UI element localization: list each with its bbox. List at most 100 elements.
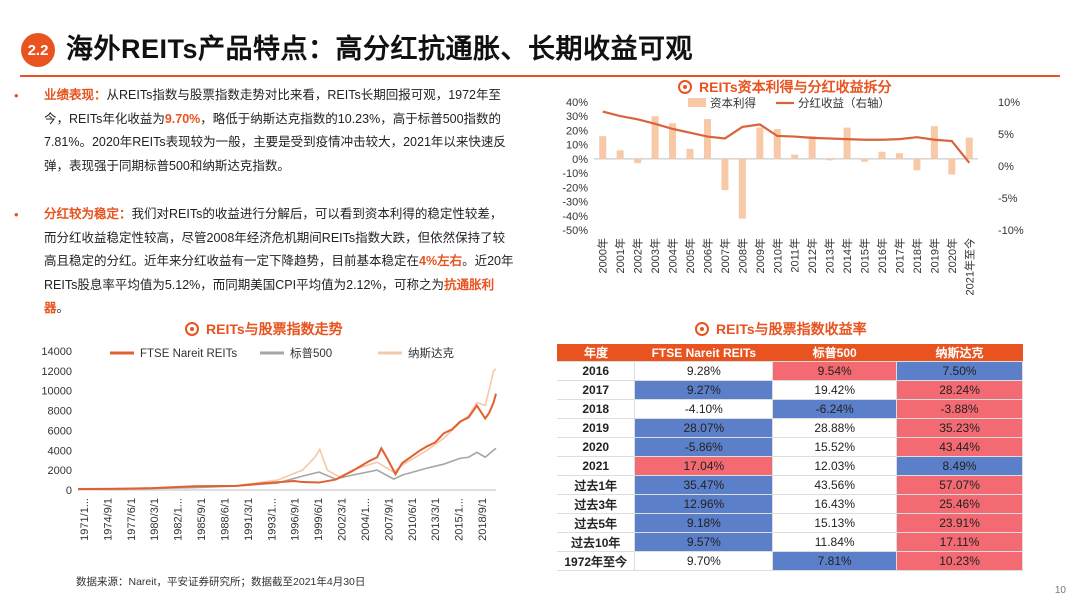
chart-title-dividend: REITs资本利得与分红收益拆分	[678, 77, 892, 97]
table-row-label: 2020	[557, 437, 636, 457]
capital-gain-bar	[616, 150, 624, 159]
bullet-text: 我们对REITs的收益进行分解后，可以看到资本利得的稳定性较差，而分红收益稳定性…	[44, 207, 506, 268]
table-cell: 43.56%	[772, 475, 898, 495]
y-tick-label: 14000	[41, 346, 72, 358]
table-row-label: 1972年至今	[557, 551, 636, 571]
x-tick-label: 2005年	[683, 238, 697, 273]
legend-label: 标普500	[290, 346, 332, 360]
x-tick-label: 2018/9/1	[477, 498, 489, 541]
x-tick-label: 2016年	[875, 238, 889, 273]
table-cell: 28.24%	[896, 380, 1023, 400]
chart-title-text: REITs与股票指数收益率	[716, 321, 867, 337]
table-row: 2016 9.28% 9.54% 7.50%	[557, 361, 1023, 381]
table-cell: 9.28%	[634, 361, 774, 381]
y-tick-label: -10%	[562, 168, 588, 180]
reits-line	[77, 393, 497, 491]
bullet-highlight: 4%左右	[419, 254, 463, 268]
capital-gain-bar	[634, 158, 642, 164]
capital-gain-bar	[948, 158, 956, 175]
table-header-nasdaq: 纳斯达克	[896, 344, 1023, 362]
bullet-dot-icon: •	[14, 207, 19, 222]
y-tick-label: -20%	[562, 182, 588, 194]
x-tick-label: 2013年	[823, 238, 837, 273]
table-cell: 9.27%	[634, 380, 774, 400]
table-row: 2019 28.07% 28.88% 35.23%	[557, 418, 1023, 438]
x-tick-label: 2011年	[788, 238, 802, 273]
table-cell: 7.81%	[772, 551, 898, 571]
returns-table: 年度 FTSE Nareit REITs 标普500 纳斯达克 2016 9.28…	[557, 344, 1023, 571]
table-cell: 35.23%	[896, 418, 1023, 438]
table-cell: -6.24%	[772, 399, 898, 419]
y-tick-label: 2000	[48, 465, 72, 477]
chart-title-index: REITs与股票指数走势	[185, 319, 343, 339]
x-tick-label: 1991/3/1	[243, 498, 255, 541]
table-row: 2021 17.04% 12.03% 8.49%	[557, 456, 1023, 476]
legend-label: 资本利得	[710, 96, 756, 110]
x-tick-label: 2003年	[648, 238, 662, 273]
y-tick-label: 8000	[48, 406, 72, 418]
x-tick-label: 2021年至今	[962, 238, 976, 295]
x-tick-label: 2007年	[718, 238, 732, 273]
dividend-yield-line	[602, 110, 971, 164]
y2-tick-label: -10%	[998, 225, 1024, 237]
x-tick-label: 2009年	[753, 238, 767, 273]
table-cell: 11.84%	[772, 532, 898, 552]
table-cell: 28.07%	[634, 418, 774, 438]
capital-gain-bar	[895, 153, 903, 159]
table-header-reits: FTSE Nareit REITs	[634, 344, 773, 362]
table-row-label: 2016	[557, 361, 636, 381]
y-tick-label: 6000	[48, 425, 72, 437]
table-cell: 17.11%	[896, 532, 1023, 552]
table-cell: 57.07%	[896, 475, 1023, 495]
x-tick-label: 2013/3/1	[430, 498, 442, 541]
legend-label: 纳斯达克	[408, 346, 454, 360]
target-icon	[185, 322, 199, 336]
table-cell: 43.44%	[896, 437, 1023, 457]
x-tick-label: 2004年	[666, 238, 680, 273]
table-cell: 9.18%	[634, 513, 774, 533]
x-tick-label: 1999/6/1	[313, 498, 325, 541]
table-cell: 12.03%	[772, 456, 898, 476]
table-cell: 28.88%	[772, 418, 898, 438]
table-row: 2018 -4.10% -6.24% -3.88%	[557, 399, 1023, 419]
bullet-lead: 业绩表现：	[44, 88, 107, 102]
capital-gain-bar	[843, 127, 851, 159]
capital-gain-bar	[791, 154, 799, 159]
table-cell: 35.47%	[634, 475, 774, 495]
capital-gain-bar	[773, 129, 781, 159]
x-tick-label: 1996/9/1	[290, 498, 302, 541]
x-tick-label: 2002年	[631, 238, 645, 273]
chart-title-table: REITs与股票指数收益率	[695, 319, 867, 339]
table-row: 2017 9.27% 19.42% 28.24%	[557, 380, 1023, 400]
x-tick-label: 2007/9/1	[383, 498, 395, 541]
bullet-performance: • 业绩表现：从REITs指数与股票指数走势对比来看，REITs长期回报可观，19…	[14, 84, 514, 178]
x-tick-label: 1971/1...	[79, 498, 91, 541]
capital-gain-bar	[826, 158, 834, 161]
bullet-highlight: 9.70%	[164, 111, 201, 126]
y-tick-label: 4000	[48, 445, 72, 457]
page-title: 海外REITs产品特点：高分红抗通胀、长期收益可观	[66, 34, 694, 64]
table-header-row: 年度 FTSE Nareit REITs 标普500 纳斯达克	[557, 344, 1023, 362]
sp500-line	[77, 447, 497, 490]
x-tick-label: 2020年	[945, 238, 959, 273]
x-tick-label: 2017年	[892, 238, 906, 273]
chart-index-trend: 14000 12000 10000 8000 6000 4000 2000 0 1971/1..…	[41, 346, 497, 541]
capital-gain-bar	[878, 151, 886, 159]
table-row: 1972年至今 9.70% 7.81% 10.23%	[557, 551, 1023, 571]
y-tick-label: -30%	[562, 197, 588, 209]
table-row: 过去10年 9.57% 11.84% 17.11%	[557, 532, 1023, 552]
table-cell: 9.57%	[634, 532, 774, 552]
capital-gain-bar	[686, 148, 694, 159]
table-cell: -3.88%	[896, 399, 1023, 419]
table-cell: -4.10%	[634, 399, 774, 419]
x-tick-label: 1974/9/1	[102, 498, 114, 541]
y2-tick-label: -5%	[998, 193, 1018, 205]
table-row-label: 2018	[557, 399, 636, 419]
table-cell: 12.96%	[634, 494, 774, 514]
y-tick-label: 10000	[41, 386, 72, 398]
bullet-highlight: 抗通胀利器	[44, 277, 495, 316]
x-tick-label: 2019年	[927, 238, 941, 273]
table-row-label: 过去5年	[557, 513, 636, 533]
capital-gain-bar	[599, 136, 607, 159]
y-tick-label: 0%	[572, 154, 588, 166]
